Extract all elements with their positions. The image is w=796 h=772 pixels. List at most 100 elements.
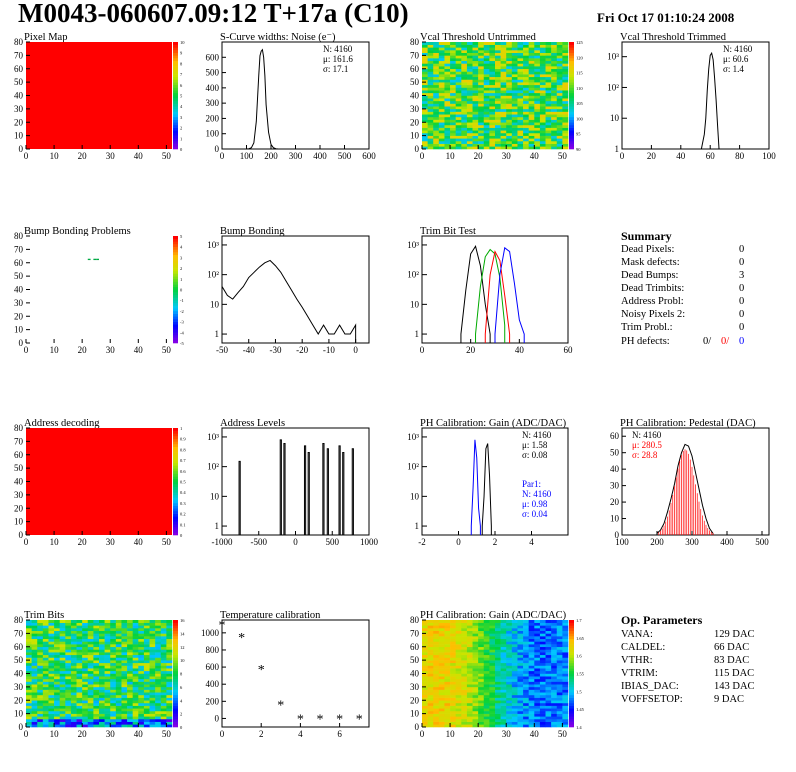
- heatmap-cell: [511, 100, 518, 104]
- heatmap-cell: [76, 644, 83, 648]
- heatmap-cell: [422, 686, 428, 690]
- heatmap-cell: [59, 710, 66, 714]
- heatmap-cell: [59, 620, 66, 623]
- heatmap-cell: [149, 670, 156, 674]
- heatmap-cell: [433, 42, 440, 45]
- heatmap-cell: [450, 652, 456, 656]
- y-tick-label: 0: [615, 530, 620, 540]
- heatmap-cell: [517, 670, 524, 674]
- heatmap-cell: [551, 132, 558, 136]
- heatmap-cell: [506, 673, 513, 677]
- heatmap-cell: [450, 52, 456, 56]
- heatmap-cell: [478, 103, 485, 107]
- heatmap-cell: [528, 678, 535, 682]
- heatmap-cell: [528, 92, 535, 96]
- heatmap-cell: [528, 58, 535, 62]
- heatmap-cell: [551, 68, 558, 72]
- heatmap-cell: [70, 689, 77, 693]
- heatmap-cell: [31, 713, 38, 717]
- heatmap-cell: [166, 721, 173, 725]
- heatmap-cell: [427, 47, 434, 51]
- heatmap-cell: [450, 633, 456, 637]
- palette-cell: [569, 44, 574, 48]
- y-tick-label: 10³: [407, 240, 419, 250]
- heatmap-cell: [483, 646, 490, 650]
- heatmap-cell: [70, 646, 77, 650]
- palette-tick-label: 0.1: [180, 522, 186, 527]
- heatmap-cell: [438, 87, 445, 91]
- heatmap-cell: [438, 673, 445, 677]
- palette-tick-label: 4: [180, 698, 183, 703]
- heatmap-cell: [483, 143, 490, 147]
- heatmap-cell: [450, 103, 456, 107]
- heatmap-cell: [444, 92, 451, 96]
- heatmap-cell: [143, 721, 150, 725]
- heatmap-cell: [500, 76, 507, 80]
- heatmap-cell: [466, 630, 473, 634]
- heatmap-cell: [26, 724, 32, 728]
- heatmap-cell: [444, 82, 451, 86]
- palette-cell: [173, 340, 178, 344]
- heatmap-cell: [87, 649, 94, 653]
- heatmap-cell: [506, 705, 513, 709]
- heatmap-cell: [427, 721, 434, 725]
- heatmap-cell: [48, 636, 55, 640]
- heatmap-cell: [506, 689, 513, 693]
- heatmap-cell: [166, 673, 173, 677]
- heatmap-cell: [495, 652, 501, 656]
- heatmap-cell: [160, 641, 167, 645]
- heatmap-cell: [534, 44, 541, 48]
- heatmap-cell: [110, 657, 117, 661]
- heatmap-cell: [166, 713, 173, 717]
- heatmap-cell: [478, 114, 485, 118]
- heatmap-cell: [539, 694, 546, 698]
- heatmap-cell: [438, 111, 445, 115]
- heatmap-cell: [478, 50, 485, 53]
- heatmap-cell: [450, 84, 456, 88]
- chart-title: PH Calibration: Gain (ADC/DAC): [420, 610, 567, 621]
- palette-cell: [173, 249, 178, 253]
- heatmap-cell: [37, 702, 44, 706]
- palette-cell: [173, 489, 178, 493]
- heatmap-cell: [93, 668, 100, 672]
- x-tick-label: -40: [243, 345, 255, 355]
- heatmap-cell: [461, 146, 468, 150]
- heatmap-cell: [506, 646, 513, 650]
- heatmap-cell: [534, 116, 541, 120]
- heatmap-cell: [31, 673, 38, 677]
- heatmap-cell: [121, 638, 128, 642]
- heatmap-cell: [461, 705, 468, 709]
- heatmap-cell: [450, 708, 456, 712]
- heatmap-cell: [461, 47, 468, 51]
- heatmap-cell: [534, 71, 541, 75]
- palette-cell: [569, 700, 574, 704]
- heatmap-cell: [31, 670, 38, 674]
- heatmap-cell: [455, 114, 462, 118]
- heatmap-cell: [42, 646, 49, 650]
- heatmap-cell: [506, 124, 513, 128]
- heatmap-cell: [99, 705, 105, 709]
- palette-cell: [173, 529, 178, 533]
- heatmap-cell: [166, 681, 173, 685]
- palette-cell: [173, 532, 178, 536]
- x-tick-label: 0: [456, 537, 461, 547]
- heatmap-cell: [93, 622, 100, 626]
- y-tick-label: 1000: [201, 628, 220, 638]
- heatmap-cell: [489, 44, 496, 48]
- heatmap-cell: [160, 657, 167, 661]
- heatmap-cell: [455, 638, 462, 642]
- heatmap-cell: [48, 673, 55, 677]
- heatmap-cell: [115, 652, 122, 656]
- palette-cell: [173, 654, 178, 658]
- heatmap-cell: [545, 660, 552, 664]
- heatmap-cell: [545, 633, 552, 637]
- heatmap-cell: [466, 79, 473, 83]
- heatmap-cell: [166, 708, 173, 712]
- heatmap-cell: [478, 124, 485, 128]
- heatmap-cell: [155, 676, 162, 680]
- heatmap-cell: [93, 644, 100, 648]
- heatmap-cell: [506, 678, 513, 682]
- heatmap-cell: [450, 74, 456, 78]
- y-tick-label: 600: [206, 662, 220, 672]
- heatmap-cell: [523, 689, 529, 693]
